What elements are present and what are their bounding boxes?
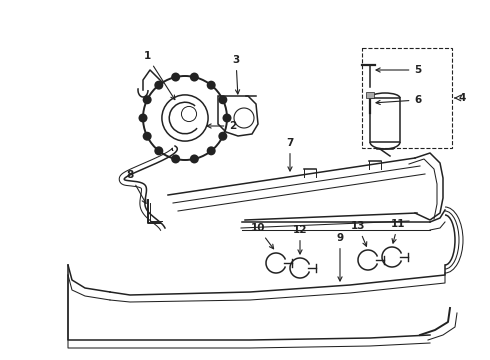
Text: 8: 8 bbox=[126, 170, 146, 203]
Circle shape bbox=[171, 73, 180, 82]
Circle shape bbox=[154, 146, 163, 155]
Circle shape bbox=[207, 146, 216, 155]
Text: 4: 4 bbox=[458, 93, 466, 103]
Text: 1: 1 bbox=[144, 51, 175, 100]
Text: 5: 5 bbox=[376, 65, 421, 75]
Bar bbox=[370, 98, 400, 142]
Circle shape bbox=[190, 154, 199, 163]
Circle shape bbox=[219, 132, 227, 141]
Text: 3: 3 bbox=[232, 55, 240, 94]
Circle shape bbox=[207, 81, 216, 90]
Text: 12: 12 bbox=[293, 225, 307, 254]
Text: 11: 11 bbox=[391, 219, 405, 243]
Circle shape bbox=[219, 95, 227, 104]
Circle shape bbox=[143, 95, 152, 104]
Text: 13: 13 bbox=[351, 221, 367, 246]
Bar bbox=[366, 92, 374, 98]
Circle shape bbox=[190, 73, 199, 82]
Text: 2: 2 bbox=[207, 121, 237, 131]
Text: 9: 9 bbox=[337, 233, 343, 281]
Text: 10: 10 bbox=[251, 223, 273, 249]
Circle shape bbox=[171, 154, 180, 163]
Circle shape bbox=[139, 113, 147, 122]
Circle shape bbox=[222, 113, 231, 122]
Text: 7: 7 bbox=[286, 138, 294, 171]
Circle shape bbox=[143, 132, 152, 141]
Circle shape bbox=[154, 81, 163, 90]
Text: 6: 6 bbox=[376, 95, 421, 105]
Bar bbox=[362, 48, 452, 148]
